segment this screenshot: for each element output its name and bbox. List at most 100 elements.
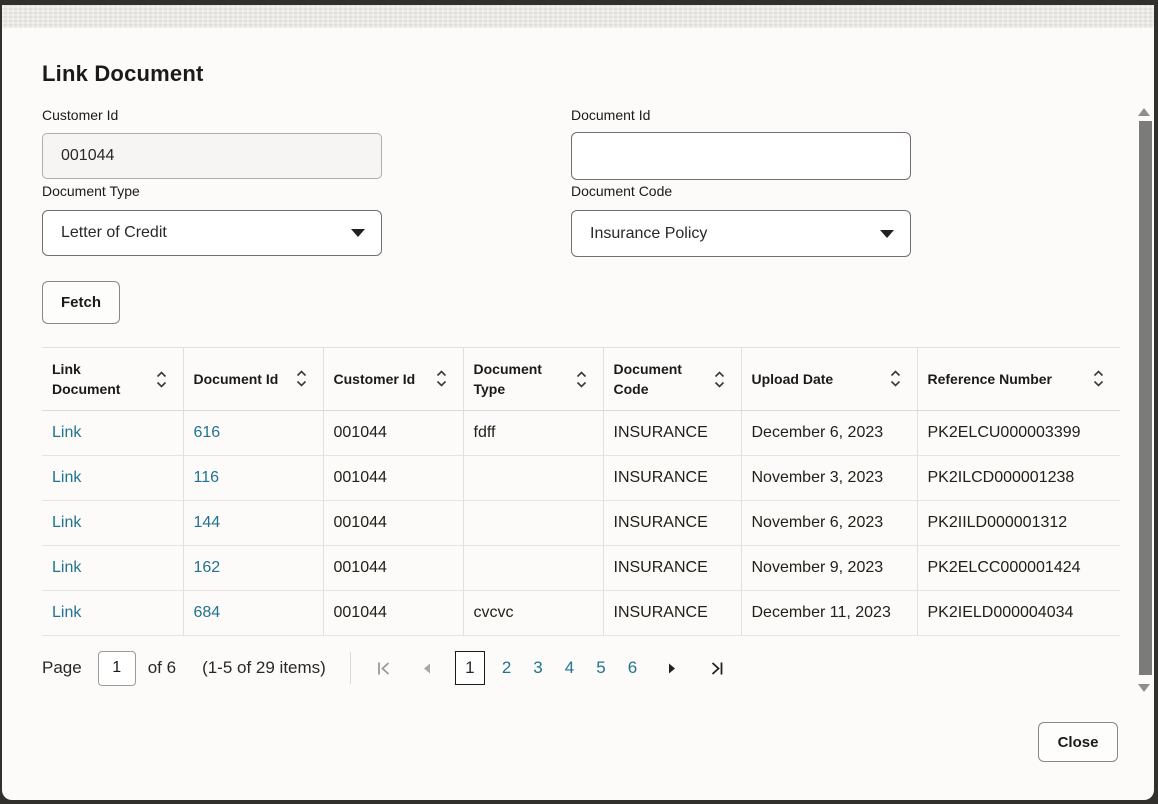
customer-id-cell: 001044 bbox=[323, 410, 464, 456]
reference-number-cell: PK2ELCU000003399 bbox=[917, 410, 1120, 456]
document-code-cell: INSURANCE bbox=[603, 410, 742, 456]
table-row: Link 616 001044 fdff INSURANCE December … bbox=[42, 410, 1120, 456]
column-label: Document Id bbox=[193, 370, 279, 387]
document-code-select[interactable]: Insurance Policy bbox=[571, 210, 911, 257]
pagination-divider bbox=[349, 652, 351, 684]
scrollbar-down-arrow-icon[interactable] bbox=[1138, 684, 1150, 692]
page-link-4[interactable]: 4 bbox=[564, 658, 575, 677]
column-label: Customer Id bbox=[333, 370, 416, 387]
customer-id-input[interactable] bbox=[42, 133, 382, 179]
link-document-action[interactable]: Link bbox=[52, 514, 82, 531]
customer-id-label: Customer Id bbox=[42, 107, 119, 123]
document-id-link[interactable]: 144 bbox=[193, 514, 221, 531]
next-page-icon bbox=[669, 663, 676, 673]
sort-icon bbox=[296, 370, 306, 388]
page-number-input[interactable] bbox=[97, 650, 136, 686]
close-button[interactable]: Close bbox=[1038, 722, 1118, 762]
table-body: Link 616 001044 fdff INSURANCE December … bbox=[42, 410, 1120, 636]
upload-date-cell: November 6, 2023 bbox=[741, 500, 918, 546]
sort-icon bbox=[714, 370, 724, 388]
column-header-customer-id[interactable]: Customer Id bbox=[323, 347, 464, 411]
documents-table: Link Document Document Id Customer Id Do… bbox=[42, 347, 1120, 636]
scrollbar-thumb[interactable] bbox=[1139, 121, 1152, 675]
column-label: Reference Number bbox=[927, 370, 1053, 387]
document-type-cell: fdff bbox=[463, 410, 604, 456]
column-label: Upload Date bbox=[751, 370, 834, 387]
column-header-reference-number[interactable]: Reference Number bbox=[917, 347, 1120, 411]
scrollbar-up-arrow-icon[interactable] bbox=[1138, 108, 1150, 116]
document-id-label: Document Id bbox=[571, 107, 651, 123]
document-type-cell bbox=[463, 455, 604, 501]
document-code-cell: INSURANCE bbox=[603, 500, 742, 546]
reference-number-cell: PK2IILD000001312 bbox=[917, 500, 1120, 546]
column-label: Document Code bbox=[613, 360, 682, 397]
first-page-button[interactable] bbox=[371, 654, 399, 682]
document-id-link[interactable]: 116 bbox=[193, 469, 220, 486]
upload-date-cell: December 6, 2023 bbox=[741, 410, 918, 456]
document-code-value: Insurance Policy bbox=[590, 224, 708, 242]
document-code-cell: INSURANCE bbox=[603, 455, 742, 501]
upload-date-cell: November 3, 2023 bbox=[741, 455, 918, 501]
page-label: Page bbox=[42, 658, 82, 677]
page-link-3[interactable]: 3 bbox=[533, 658, 543, 677]
link-document-action[interactable]: Link bbox=[52, 604, 82, 621]
items-summary: (1-5 of 29 items) bbox=[202, 658, 326, 677]
document-id-link[interactable]: 616 bbox=[193, 424, 221, 441]
upload-date-cell: December 11, 2023 bbox=[741, 590, 918, 636]
document-type-cell bbox=[463, 500, 604, 546]
reference-number-cell: PK2ILCD000001238 bbox=[917, 455, 1120, 501]
column-header-document-code[interactable]: Document Code bbox=[603, 347, 742, 411]
next-page-button[interactable] bbox=[658, 654, 686, 682]
link-document-dialog: Link Document Customer Id Document Id Do… bbox=[2, 28, 1154, 800]
document-type-label: Document Type bbox=[42, 183, 140, 199]
column-header-document-id[interactable]: Document Id bbox=[183, 347, 324, 411]
document-id-link[interactable]: 162 bbox=[193, 559, 221, 576]
link-document-action[interactable]: Link bbox=[52, 559, 82, 576]
document-code-cell: INSURANCE bbox=[603, 590, 742, 636]
chevron-down-icon bbox=[351, 229, 365, 237]
last-page-button[interactable] bbox=[702, 654, 730, 682]
table-row: Link 162 001044 INSURANCE November 9, 20… bbox=[42, 545, 1120, 591]
document-id-input[interactable] bbox=[571, 132, 911, 180]
fetch-button[interactable]: Fetch bbox=[42, 281, 120, 324]
sort-icon bbox=[890, 370, 900, 388]
customer-id-cell: 001044 bbox=[323, 500, 464, 546]
reference-number-cell: PK2IELD000004034 bbox=[917, 590, 1120, 636]
column-label: Link Document bbox=[52, 360, 121, 397]
sort-icon bbox=[436, 370, 446, 388]
first-page-icon bbox=[378, 661, 390, 675]
document-type-value: Letter of Credit bbox=[61, 224, 167, 241]
reference-number-cell: PK2ELCC000001424 bbox=[917, 545, 1120, 591]
page-link-2[interactable]: 2 bbox=[501, 658, 512, 677]
table-row: Link 684 001044 cvcvc INSURANCE December… bbox=[42, 590, 1120, 636]
previous-page-button[interactable] bbox=[413, 654, 441, 682]
dimmed-page-background bbox=[2, 5, 1154, 28]
document-id-link[interactable]: 684 bbox=[193, 604, 221, 621]
customer-id-cell: 001044 bbox=[323, 455, 464, 501]
last-page-icon bbox=[711, 661, 723, 675]
page-link-6[interactable]: 6 bbox=[627, 658, 638, 677]
document-code-label: Document Code bbox=[571, 183, 673, 199]
table-row: Link 116 001044 INSURANCE November 3, 20… bbox=[42, 455, 1120, 501]
sort-icon bbox=[156, 370, 166, 388]
link-document-action[interactable]: Link bbox=[52, 469, 82, 486]
chevron-down-icon bbox=[880, 229, 894, 238]
page-link-5[interactable]: 5 bbox=[596, 658, 606, 677]
customer-id-cell: 001044 bbox=[323, 590, 464, 636]
page-of-label: of 6 bbox=[147, 658, 177, 677]
page-title: Link Document bbox=[42, 61, 204, 86]
document-type-select[interactable]: Letter of Credit bbox=[42, 210, 382, 256]
pagination-bar: Page of 6 (1-5 of 29 items) 1 2 3 4 5 6 bbox=[42, 648, 730, 688]
document-code-cell: INSURANCE bbox=[603, 545, 742, 591]
column-header-document-type[interactable]: Document Type bbox=[463, 347, 604, 411]
current-page-indicator[interactable]: 1 bbox=[454, 651, 485, 685]
link-document-action[interactable]: Link bbox=[52, 424, 82, 441]
sort-icon bbox=[576, 370, 586, 388]
previous-page-icon bbox=[423, 663, 430, 673]
document-type-cell: cvcvc bbox=[463, 590, 604, 636]
table-header-row: Link Document Document Id Customer Id Do… bbox=[42, 347, 1120, 411]
column-header-link-document[interactable]: Link Document bbox=[42, 347, 184, 411]
column-label: Document Type bbox=[473, 360, 542, 397]
column-header-upload-date[interactable]: Upload Date bbox=[741, 347, 918, 411]
